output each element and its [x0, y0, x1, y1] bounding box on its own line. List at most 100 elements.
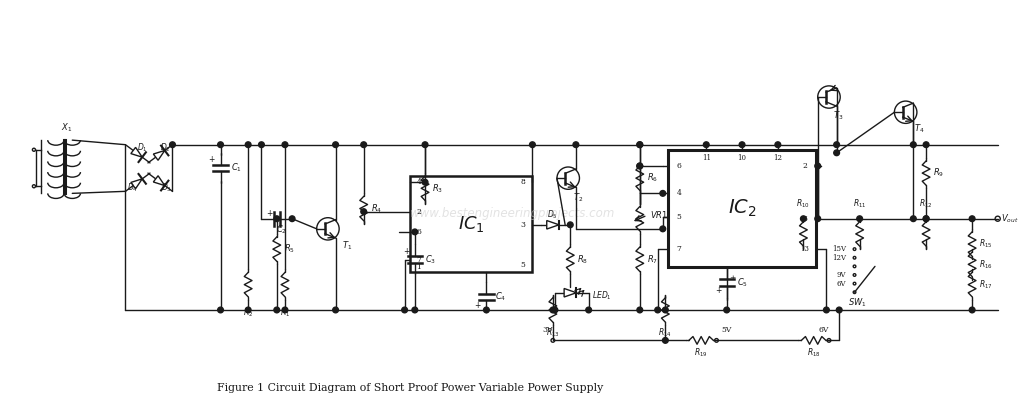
Circle shape: [586, 307, 592, 313]
Text: $R_{15}$: $R_{15}$: [979, 238, 993, 250]
Text: $D_2$: $D_2$: [161, 142, 171, 155]
Text: $R_7$: $R_7$: [647, 253, 658, 265]
Circle shape: [550, 307, 556, 313]
Text: $R_8$: $R_8$: [578, 253, 589, 265]
Text: 3: 3: [803, 215, 808, 223]
Circle shape: [282, 307, 288, 313]
Text: 3V: 3V: [543, 326, 553, 334]
Circle shape: [567, 222, 573, 228]
Text: 12: 12: [773, 154, 782, 162]
Text: 6V: 6V: [837, 280, 847, 288]
Text: $T_4$: $T_4$: [913, 122, 925, 135]
Circle shape: [724, 307, 729, 313]
Circle shape: [739, 142, 744, 147]
Text: $R_{17}$: $R_{17}$: [979, 278, 993, 291]
Circle shape: [775, 142, 780, 147]
Circle shape: [529, 142, 536, 147]
Circle shape: [637, 142, 643, 147]
Text: $R_{19}$: $R_{19}$: [694, 346, 708, 359]
Text: $D_3$: $D_3$: [161, 182, 172, 194]
Circle shape: [401, 307, 408, 313]
Text: 10: 10: [737, 154, 746, 162]
Polygon shape: [564, 289, 577, 297]
Text: +: +: [715, 287, 721, 295]
Text: Figure 1 Circuit Diagram of Short Proof Power Variable Power Supply: Figure 1 Circuit Diagram of Short Proof …: [217, 383, 603, 393]
Text: 7: 7: [677, 245, 682, 253]
Text: 3: 3: [521, 221, 525, 229]
Circle shape: [246, 307, 251, 313]
Circle shape: [910, 216, 916, 221]
Text: 5: 5: [677, 213, 682, 221]
Text: $R_{10}$: $R_{10}$: [797, 197, 810, 210]
Text: $R_9$: $R_9$: [933, 167, 944, 179]
Polygon shape: [547, 221, 559, 229]
Text: 2: 2: [417, 208, 421, 216]
Circle shape: [218, 142, 223, 147]
Circle shape: [333, 307, 339, 313]
Text: www.bestengineeringprojects.com: www.bestengineeringprojects.com: [410, 207, 614, 220]
Text: $D_1$: $D_1$: [137, 142, 148, 155]
Text: 8: 8: [521, 178, 525, 186]
Circle shape: [815, 216, 820, 221]
Circle shape: [218, 307, 223, 313]
Text: $R_{16}$: $R_{16}$: [979, 258, 993, 271]
Bar: [410, 175, 532, 272]
Circle shape: [274, 216, 280, 221]
Text: 13: 13: [801, 245, 809, 253]
Circle shape: [837, 307, 842, 313]
Circle shape: [360, 142, 367, 147]
Text: 4: 4: [677, 189, 682, 197]
Text: $R_3$: $R_3$: [432, 182, 443, 195]
Circle shape: [422, 142, 428, 147]
Circle shape: [333, 142, 339, 147]
Text: $R_{18}$: $R_{18}$: [807, 346, 820, 359]
Circle shape: [246, 142, 251, 147]
Circle shape: [282, 142, 288, 147]
Text: 1: 1: [417, 263, 421, 271]
Circle shape: [422, 179, 428, 185]
Text: 12V: 12V: [833, 254, 847, 262]
Text: 5: 5: [521, 261, 525, 269]
Circle shape: [924, 142, 929, 147]
Polygon shape: [131, 179, 142, 189]
Circle shape: [801, 216, 806, 221]
Text: $LED_1$: $LED_1$: [592, 289, 611, 302]
Text: 11: 11: [701, 154, 711, 162]
Circle shape: [274, 307, 280, 313]
Text: $R_4$: $R_4$: [371, 202, 382, 215]
Circle shape: [360, 209, 367, 214]
Circle shape: [910, 142, 916, 147]
Circle shape: [170, 142, 175, 147]
Circle shape: [412, 229, 418, 235]
Circle shape: [834, 150, 840, 155]
Text: 7: 7: [417, 256, 421, 264]
Circle shape: [924, 216, 929, 221]
Text: $R_2$: $R_2$: [243, 307, 253, 319]
Circle shape: [289, 216, 295, 221]
Text: 5V: 5V: [722, 326, 732, 334]
Text: $V_{out}$: $V_{out}$: [1000, 212, 1018, 225]
Text: $C_3$: $C_3$: [425, 253, 436, 265]
Text: $X_1$: $X_1$: [60, 121, 72, 133]
Circle shape: [703, 142, 710, 147]
Text: 6: 6: [677, 162, 682, 170]
Text: $R_{12}$: $R_{12}$: [920, 197, 933, 210]
Circle shape: [815, 163, 820, 169]
Circle shape: [654, 307, 660, 313]
Circle shape: [573, 142, 579, 147]
Text: $T_1$: $T_1$: [342, 240, 352, 252]
Circle shape: [663, 307, 669, 313]
Text: 4: 4: [417, 178, 421, 186]
Text: +: +: [729, 274, 735, 282]
Bar: [668, 150, 816, 267]
Text: $VR1$: $VR1$: [650, 209, 668, 220]
Circle shape: [412, 307, 418, 313]
Text: +: +: [266, 209, 272, 218]
Text: $D_5$: $D_5$: [548, 208, 558, 221]
Circle shape: [924, 216, 929, 221]
Text: $R_1$: $R_1$: [280, 307, 290, 319]
Text: $R_{11}$: $R_{11}$: [853, 197, 866, 210]
Text: $IC_2$: $IC_2$: [728, 198, 757, 219]
Circle shape: [857, 216, 862, 221]
Circle shape: [970, 307, 975, 313]
